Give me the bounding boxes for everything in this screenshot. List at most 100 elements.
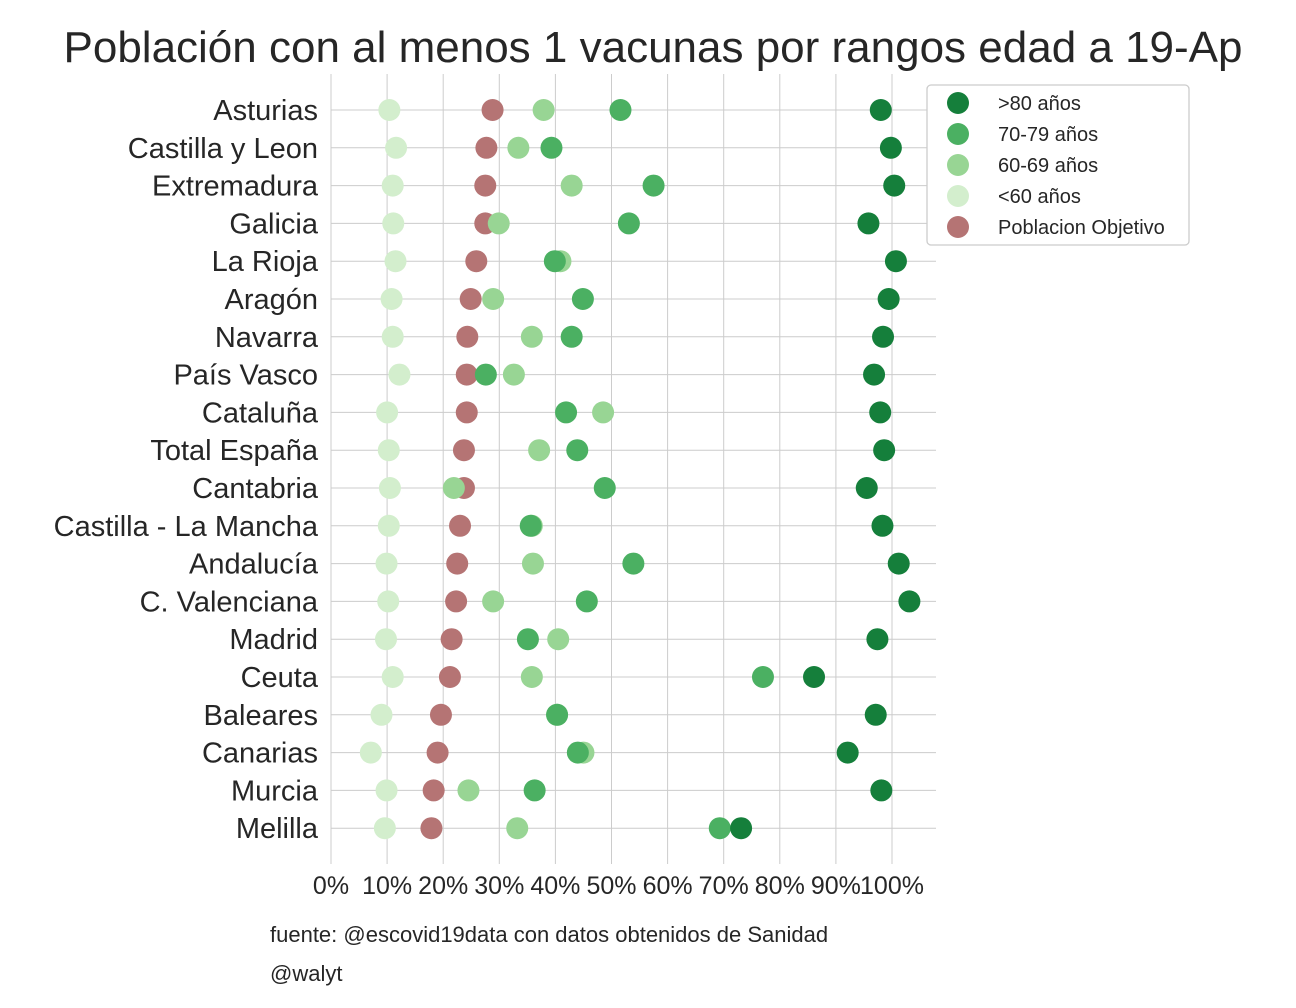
- data-point: [866, 628, 889, 651]
- data-point: [446, 552, 469, 575]
- data-point: [543, 250, 566, 273]
- data-point: [459, 288, 482, 310]
- data-point: [523, 779, 546, 802]
- chart-title: Población con al menos 1 vacunas por ran…: [64, 23, 1243, 72]
- data-point: [370, 703, 393, 726]
- x-tick-label: 0%: [313, 872, 349, 900]
- legend-marker: [947, 154, 969, 176]
- legend-marker: [947, 216, 969, 238]
- region-label: La Rioja: [212, 246, 319, 278]
- data-point: [506, 817, 529, 840]
- data-point: [456, 325, 479, 348]
- region-label: Extremadura: [152, 171, 319, 203]
- legend-marker: [947, 92, 969, 114]
- data-point: [879, 136, 902, 159]
- data-point: [836, 741, 859, 764]
- data-point: [388, 363, 411, 386]
- data-point: [420, 817, 443, 840]
- legend-label: 60-69 años: [998, 155, 1098, 177]
- data-point: [377, 439, 400, 462]
- data-point: [384, 250, 407, 273]
- data-point: [377, 590, 400, 613]
- source-note: fuente: @escovid19data con datos obtenid…: [270, 922, 828, 947]
- data-point: [566, 741, 589, 764]
- x-tick-label: 100%: [860, 872, 924, 900]
- data-point: [475, 136, 498, 159]
- data-point: [376, 401, 399, 424]
- data-point: [474, 174, 497, 197]
- data-point: [375, 552, 398, 575]
- x-tick-label: 20%: [418, 872, 468, 900]
- data-point: [593, 477, 616, 499]
- data-point: [474, 363, 497, 386]
- data-point: [803, 666, 826, 688]
- data-point: [465, 250, 488, 273]
- data-point: [455, 401, 478, 424]
- data-point: [730, 817, 753, 840]
- data-point: [555, 401, 578, 424]
- data-point: [516, 628, 539, 651]
- data-point: [609, 99, 632, 121]
- data-point: [863, 363, 886, 386]
- region-label: Castilla - La Mancha: [54, 511, 319, 543]
- x-tick-label: 90%: [811, 872, 861, 900]
- x-tick-label: 80%: [755, 872, 805, 900]
- data-point: [560, 174, 583, 197]
- legend-label: <60 años: [998, 186, 1081, 208]
- data-point: [877, 288, 900, 310]
- data-point: [857, 212, 880, 235]
- data-point: [887, 552, 910, 575]
- region-label: Baleares: [204, 700, 318, 732]
- data-point: [642, 174, 665, 197]
- data-point: [870, 779, 893, 802]
- data-point: [378, 477, 401, 499]
- data-point: [622, 552, 645, 575]
- legend-marker: [947, 123, 969, 145]
- data-point: [864, 703, 887, 726]
- data-point: [381, 174, 404, 197]
- data-point: [519, 514, 542, 537]
- region-label: Navarra: [215, 322, 319, 354]
- legend-label: >80 años: [998, 93, 1081, 115]
- region-label: Asturias: [213, 95, 318, 127]
- region-label: Ceuta: [241, 662, 319, 694]
- data-point: [617, 212, 640, 235]
- data-point: [374, 628, 397, 651]
- data-points: [359, 99, 921, 840]
- data-point: [457, 779, 480, 802]
- data-point: [855, 477, 878, 499]
- data-point: [560, 325, 583, 348]
- x-tick-label: 50%: [586, 872, 636, 900]
- data-point: [482, 590, 505, 613]
- data-point: [380, 288, 403, 310]
- region-labels: Asturias Castilla y Leon Extremadura Galici…: [54, 95, 319, 845]
- region-label: Castilla y Leon: [128, 133, 318, 165]
- data-point: [571, 288, 594, 310]
- data-point: [481, 99, 504, 121]
- data-point: [375, 779, 398, 802]
- region-label: C. Valenciana: [140, 586, 319, 618]
- data-point: [540, 136, 563, 159]
- data-point: [382, 212, 405, 235]
- data-point: [381, 325, 404, 348]
- data-point: [575, 590, 598, 613]
- data-point: [884, 250, 907, 273]
- region-label: Murcia: [231, 775, 319, 807]
- legend-label: 70-79 años: [998, 124, 1098, 146]
- data-point: [487, 212, 510, 235]
- data-point: [482, 288, 505, 310]
- region-label: País Vasco: [173, 360, 318, 392]
- legend: >80 años 70-79 años 60-69 años <60 años Pobl…: [926, 84, 1190, 246]
- data-point: [359, 741, 382, 764]
- data-point: [378, 99, 401, 121]
- data-point: [502, 363, 525, 386]
- data-point: [708, 817, 731, 840]
- data-point: [440, 628, 463, 651]
- data-point: [869, 99, 892, 121]
- data-point: [377, 514, 400, 537]
- data-point: [449, 514, 472, 537]
- x-tick-label: 60%: [643, 872, 693, 900]
- legend-box: [926, 84, 1190, 246]
- grid-lines: [330, 74, 936, 864]
- region-label: Melilla: [236, 813, 319, 845]
